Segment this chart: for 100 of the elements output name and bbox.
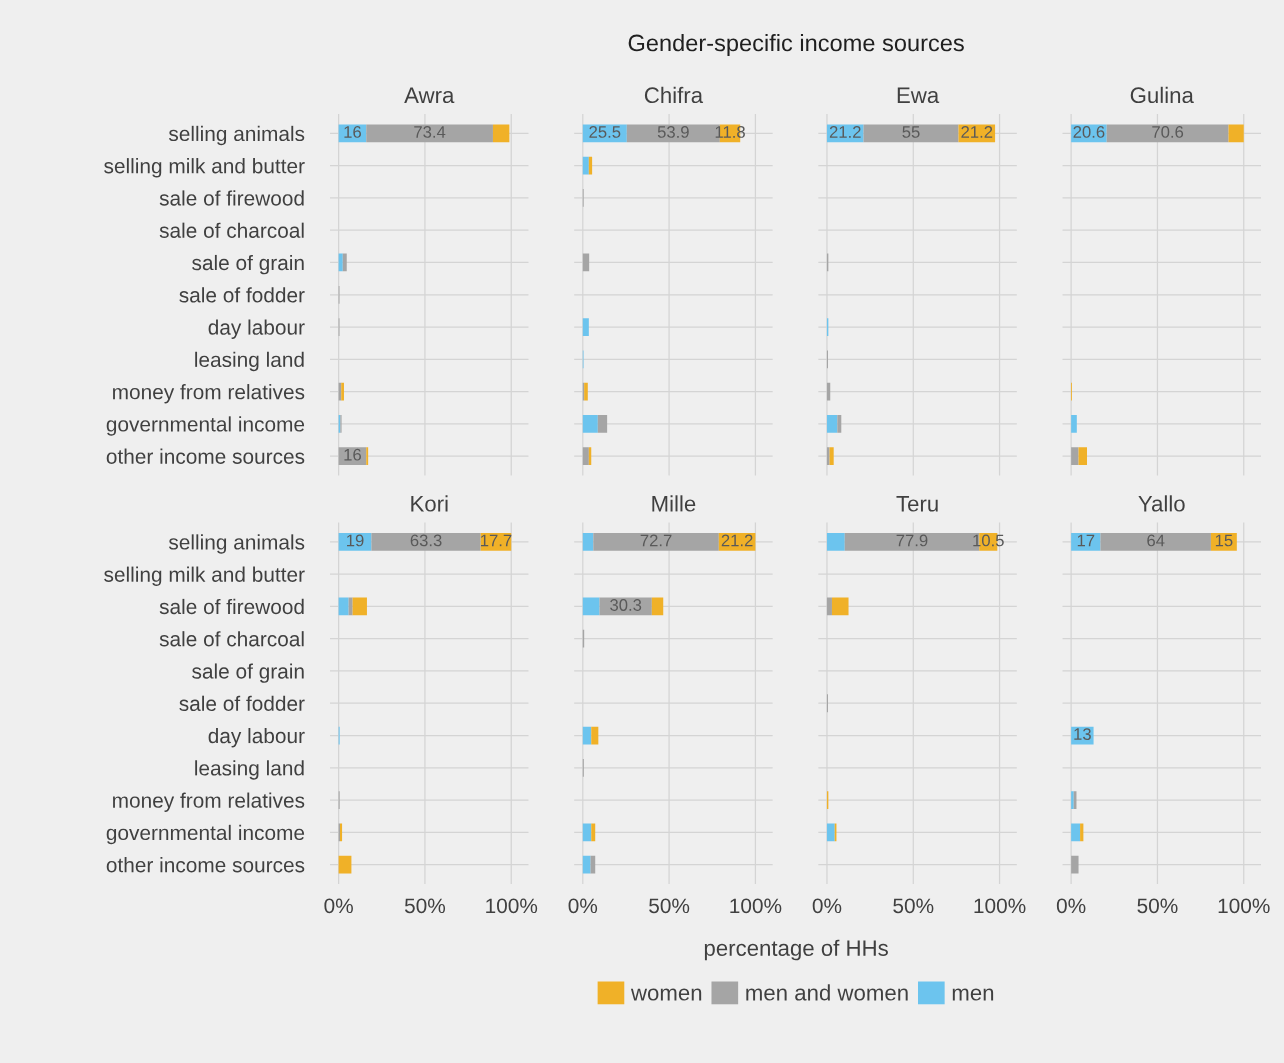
data-label: 16 bbox=[344, 448, 361, 461]
bar bbox=[582, 726, 592, 745]
bar bbox=[1078, 447, 1087, 466]
bar bbox=[831, 597, 849, 616]
data-label: 20.6 bbox=[1073, 126, 1105, 138]
bar bbox=[338, 597, 349, 616]
data-label: 53.9 bbox=[657, 126, 689, 138]
data-label: 25.5 bbox=[589, 126, 621, 138]
y-tick-label: sale of grain bbox=[192, 254, 304, 275]
bar bbox=[1210, 532, 1237, 551]
data-label: 16 bbox=[344, 126, 361, 138]
bar bbox=[591, 726, 599, 745]
bar bbox=[582, 447, 589, 466]
chart-title: Yallo bbox=[1138, 495, 1185, 512]
data-label: 21.2 bbox=[961, 126, 993, 138]
x-tick-label: 50% bbox=[893, 898, 934, 914]
bar bbox=[582, 318, 589, 336]
data-label: 21.2 bbox=[829, 126, 861, 138]
data-label: 63.3 bbox=[410, 534, 442, 547]
chart-title: Gulina bbox=[1130, 86, 1194, 104]
bar bbox=[352, 597, 367, 616]
x-tick-label: 50% bbox=[404, 898, 446, 914]
legend-label: men and women bbox=[746, 984, 908, 1001]
bar bbox=[338, 855, 352, 874]
bar bbox=[826, 823, 835, 842]
y-tick-label: governmental income bbox=[106, 824, 305, 845]
bar bbox=[582, 156, 589, 175]
bar bbox=[863, 124, 959, 143]
bar bbox=[829, 447, 834, 466]
data-label: 15 bbox=[1215, 534, 1233, 547]
y-tick-label: other income sources bbox=[106, 857, 305, 873]
bar bbox=[582, 532, 594, 551]
bar bbox=[651, 597, 664, 616]
x-tick-label: 0% bbox=[1056, 898, 1086, 914]
bar bbox=[1071, 414, 1077, 433]
y-tick-label: leasing land bbox=[195, 760, 304, 780]
bar bbox=[826, 447, 830, 466]
data-label: 77.9 bbox=[896, 534, 928, 547]
y-tick-label: sale of grain bbox=[192, 663, 304, 683]
data-label: 30.3 bbox=[610, 599, 642, 611]
y-tick-label: selling animals bbox=[168, 125, 305, 146]
bar bbox=[826, 532, 845, 551]
x-tick-label: 100% bbox=[1218, 898, 1270, 914]
bar bbox=[1071, 532, 1101, 551]
x-tick-label: 0% bbox=[812, 898, 842, 914]
chart-title: Mille bbox=[652, 495, 696, 512]
y-tick-label: sale of fodder bbox=[179, 287, 305, 303]
data-label: 55 bbox=[902, 126, 920, 138]
bar bbox=[837, 414, 842, 433]
legend-label: men bbox=[952, 988, 994, 1001]
y-tick-label: selling animals bbox=[168, 534, 305, 554]
bar bbox=[342, 253, 347, 272]
bar bbox=[1100, 532, 1211, 551]
y-tick-label: other income sources bbox=[106, 448, 305, 464]
bar bbox=[1080, 823, 1084, 842]
x-tick-label: 50% bbox=[649, 898, 690, 914]
chart-title: Kori bbox=[411, 495, 448, 512]
y-tick-label: sale of charcoal bbox=[159, 631, 304, 647]
y-tick-label: governmental income bbox=[106, 416, 305, 436]
chart-title: Awra bbox=[404, 87, 455, 104]
x-tick-label: 100% bbox=[730, 898, 782, 914]
bar bbox=[348, 597, 353, 616]
bar bbox=[582, 855, 591, 874]
y-tick-label: day labour bbox=[208, 319, 305, 339]
x-axis-title: percentage of HHs bbox=[704, 939, 888, 961]
legend-label: women bbox=[630, 988, 702, 1001]
bar bbox=[1071, 823, 1081, 842]
y-tick-label: money from relatives bbox=[113, 384, 305, 404]
x-tick-label: 50% bbox=[1137, 898, 1178, 914]
text: Gender-specific income sources bbox=[628, 34, 964, 56]
bar bbox=[582, 597, 600, 616]
y-tick-label: sale of firewood bbox=[159, 598, 304, 615]
chart-title: Ewa bbox=[897, 87, 940, 104]
bar bbox=[338, 253, 343, 272]
data-label: 72.7 bbox=[640, 534, 672, 547]
chart-title: Chifra bbox=[644, 86, 704, 104]
data-label: 17 bbox=[1077, 534, 1095, 547]
y-tick-label: sale of charcoal bbox=[159, 222, 304, 238]
bar bbox=[1106, 124, 1229, 143]
bar bbox=[597, 414, 608, 433]
data-label: 13 bbox=[1074, 728, 1091, 740]
y-tick-label: selling milk and butter bbox=[104, 158, 305, 178]
y-tick-label: selling milk and butter bbox=[104, 566, 305, 587]
bar bbox=[593, 532, 719, 551]
y-tick-label: day labour bbox=[208, 727, 305, 748]
y-tick-label: sale of fodder bbox=[179, 695, 305, 711]
bar bbox=[588, 156, 593, 175]
y-tick-label: sale of firewood bbox=[159, 190, 304, 206]
data-label: 64 bbox=[1147, 534, 1165, 547]
x-tick-label: 100% bbox=[974, 898, 1026, 914]
bar bbox=[492, 124, 510, 143]
bar bbox=[371, 532, 481, 551]
data-label: 21.2 bbox=[721, 534, 753, 547]
bar bbox=[1228, 124, 1244, 143]
bar bbox=[366, 124, 493, 143]
bar bbox=[1071, 855, 1079, 874]
data-label: 19 bbox=[347, 534, 364, 547]
bar bbox=[826, 414, 838, 433]
bar bbox=[1071, 447, 1079, 466]
chart-title: Teru bbox=[896, 496, 938, 512]
